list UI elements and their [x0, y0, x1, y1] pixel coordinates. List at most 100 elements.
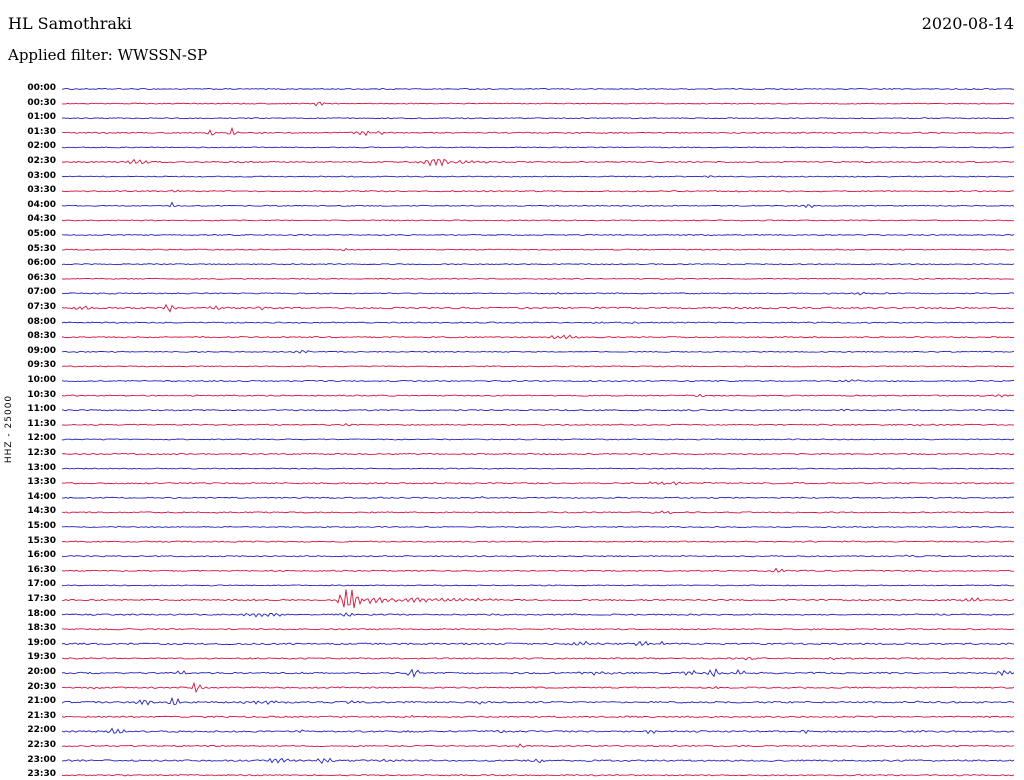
- trace-0800: [62, 321, 1014, 325]
- trace-1200: [62, 438, 1014, 441]
- filter-label: Applied filter: WWSSN-SP: [8, 46, 208, 64]
- time-label-0230: 02:30: [27, 156, 56, 166]
- time-label-0830: 08:30: [27, 331, 56, 342]
- time-label-2100: 21:00: [27, 696, 56, 707]
- time-label-1330: 13:30: [27, 477, 56, 488]
- station-title: HL Samothraki: [8, 14, 132, 33]
- time-label-0700: 07:00: [27, 287, 56, 298]
- trace-0730: [62, 303, 1014, 313]
- time-label-2300: 23:00: [27, 754, 56, 765]
- trace-1830: [62, 628, 1014, 631]
- trace-1300: [62, 467, 1014, 470]
- time-label-0630: 06:30: [27, 272, 56, 283]
- time-label-1830: 18:30: [27, 623, 56, 634]
- time-label-1930: 19:30: [27, 652, 56, 663]
- trace-1730: [62, 589, 1014, 609]
- time-label-2000: 20:00: [27, 667, 56, 677]
- trace-1500: [62, 526, 1014, 528]
- time-label-1130: 11:30: [27, 418, 56, 429]
- trace-2200: [62, 727, 1014, 735]
- time-label-1730: 17:30: [27, 594, 56, 604]
- time-label-1500: 15:00: [27, 521, 56, 531]
- time-label-0330: 03:30: [27, 185, 56, 196]
- trace-0230: [62, 158, 1014, 167]
- helicorder-traces: [62, 88, 1014, 777]
- trace-0930: [62, 365, 1014, 368]
- trace-0400: [62, 201, 1014, 209]
- time-label-1800: 18:00: [27, 608, 56, 619]
- time-label-1030: 10:30: [27, 389, 56, 400]
- time-label-1400: 14:00: [27, 491, 56, 502]
- time-label-0300: 03:00: [27, 170, 56, 181]
- time-label-1600: 16:00: [27, 550, 56, 561]
- time-label-0100: 01:00: [27, 112, 56, 123]
- time-label-0900: 09:00: [27, 345, 56, 356]
- trace-0530: [62, 247, 1014, 252]
- trace-0130: [62, 126, 1014, 137]
- time-label-0430: 04:30: [27, 214, 56, 225]
- trace-0100: [62, 117, 1014, 120]
- trace-0200: [62, 146, 1014, 149]
- time-label-0030: 00:30: [27, 97, 56, 108]
- time-label-1300: 13:00: [27, 462, 56, 473]
- time-label-2200: 22:00: [27, 725, 56, 736]
- trace-1900: [62, 640, 1014, 647]
- time-label-0800: 08:00: [27, 316, 56, 327]
- trace-1030: [62, 393, 1014, 398]
- time-label-1100: 11:00: [27, 404, 56, 415]
- trace-0330: [62, 189, 1014, 193]
- time-label-0000: 00:00: [27, 83, 56, 93]
- time-label-1630: 16:30: [27, 564, 56, 575]
- trace-0830: [62, 334, 1014, 340]
- time-label-0200: 02:00: [27, 141, 56, 152]
- time-label-1530: 15:30: [27, 535, 56, 546]
- time-label-1900: 19:00: [27, 637, 56, 648]
- trace-1600: [62, 554, 1014, 558]
- time-label-1000: 10:00: [27, 375, 56, 385]
- trace-1530: [62, 540, 1014, 543]
- trace-0300: [62, 175, 1014, 179]
- trace-0500: [62, 234, 1014, 236]
- trace-2230: [62, 743, 1014, 748]
- trace-0430: [62, 219, 1014, 222]
- time-label-0500: 05:00: [27, 229, 56, 239]
- trace-0700: [62, 291, 1014, 296]
- time-label-1200: 12:00: [27, 433, 56, 444]
- trace-0600: [62, 263, 1014, 266]
- time-label-1700: 17:00: [27, 579, 56, 590]
- time-label-0400: 04:00: [27, 199, 56, 210]
- trace-0630: [62, 277, 1014, 280]
- trace-1000: [62, 379, 1014, 383]
- trace-2330: [62, 774, 1014, 777]
- time-label-0530: 05:30: [27, 243, 56, 254]
- trace-1800: [62, 612, 1014, 618]
- trace-1130: [62, 423, 1014, 427]
- time-label-1430: 14:30: [27, 506, 56, 517]
- trace-2000: [62, 667, 1014, 679]
- trace-1100: [62, 408, 1014, 412]
- time-label-0600: 06:00: [27, 258, 56, 269]
- time-label-0730: 07:30: [27, 302, 56, 312]
- trace-1630: [62, 567, 1014, 573]
- time-label-0130: 01:30: [27, 126, 56, 137]
- trace-2300: [62, 757, 1014, 764]
- trace-2100: [62, 696, 1014, 706]
- time-label-2330: 23:30: [27, 769, 56, 780]
- trace-1400: [62, 495, 1014, 499]
- trace-1430: [62, 510, 1014, 515]
- trace-2030: [62, 681, 1014, 694]
- date-label: 2020-08-14: [921, 14, 1014, 33]
- trace-1700: [62, 584, 1014, 587]
- trace-0000: [62, 88, 1014, 90]
- trace-0030: [62, 101, 1014, 107]
- trace-1330: [62, 481, 1014, 486]
- trace-2130: [62, 714, 1014, 718]
- time-label-0930: 09:30: [27, 360, 56, 371]
- time-label-2030: 20:30: [27, 681, 56, 692]
- trace-1930: [62, 656, 1014, 661]
- time-label-2230: 22:30: [27, 740, 56, 750]
- time-label-1230: 12:30: [27, 448, 56, 458]
- time-label-2130: 21:30: [27, 710, 56, 721]
- trace-1230: [62, 452, 1014, 456]
